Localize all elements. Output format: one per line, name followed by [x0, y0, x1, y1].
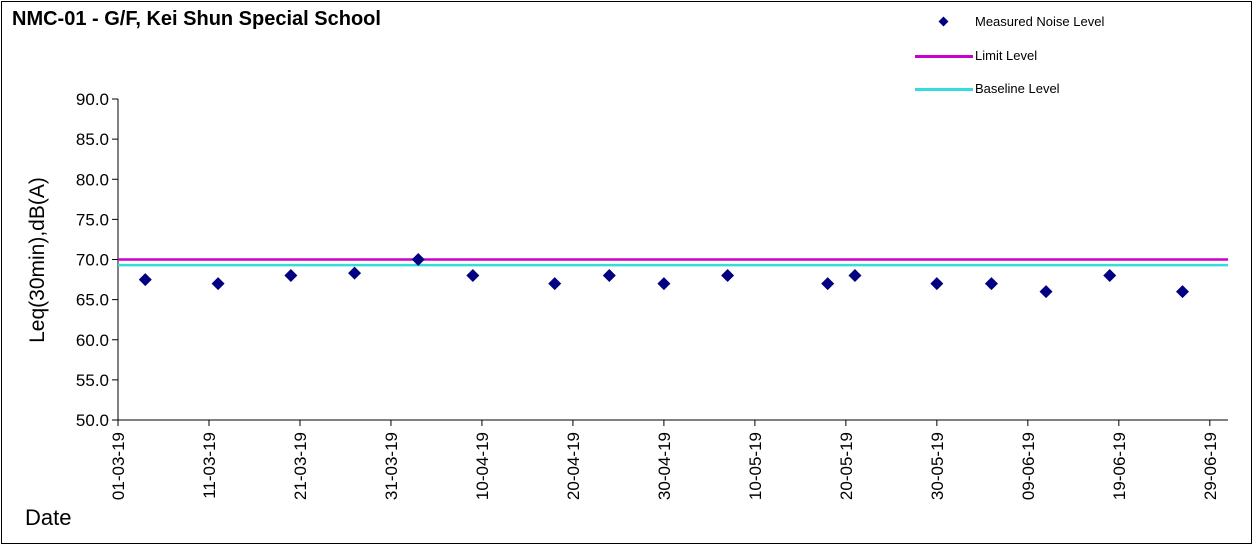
x-tick-label: 19-06-19: [1110, 432, 1129, 500]
data-point: [139, 273, 152, 286]
data-point: [603, 269, 616, 282]
x-tick-label: 31-03-19: [382, 432, 401, 500]
data-point: [212, 277, 225, 290]
x-tick-label: 20-04-19: [564, 432, 583, 500]
data-point: [466, 269, 479, 282]
data-point: [821, 277, 834, 290]
y-tick-label: 85.0: [76, 130, 109, 149]
data-point: [548, 277, 561, 290]
x-tick-label: 10-05-19: [746, 432, 765, 500]
data-point: [284, 269, 297, 282]
data-point: [930, 277, 943, 290]
y-tick-label: 90.0: [76, 90, 109, 109]
x-tick-label: 09-06-19: [1019, 432, 1038, 500]
x-tick-label: 20-05-19: [837, 432, 856, 500]
x-tick-label: 30-04-19: [655, 432, 674, 500]
y-tick-label: 60.0: [76, 331, 109, 350]
y-tick-label: 50.0: [76, 411, 109, 430]
data-point: [721, 269, 734, 282]
x-tick-label: 11-03-19: [200, 432, 219, 499]
data-point: [657, 277, 670, 290]
x-tick-label: 21-03-19: [291, 432, 310, 500]
data-point: [348, 267, 361, 280]
x-tick-label: 30-05-19: [928, 432, 947, 500]
x-tick-label: 01-03-19: [109, 432, 128, 500]
y-tick-label: 70.0: [76, 251, 109, 270]
y-tick-label: 75.0: [76, 210, 109, 229]
data-point: [848, 269, 861, 282]
y-tick-label: 55.0: [76, 371, 109, 390]
data-point: [985, 277, 998, 290]
data-point: [1176, 285, 1189, 298]
x-tick-label: 10-04-19: [473, 432, 492, 500]
x-tick-label: 29-06-19: [1201, 432, 1220, 500]
y-tick-label: 80.0: [76, 170, 109, 189]
y-tick-label: 65.0: [76, 291, 109, 310]
data-point: [1040, 285, 1053, 298]
data-point: [1103, 269, 1116, 282]
